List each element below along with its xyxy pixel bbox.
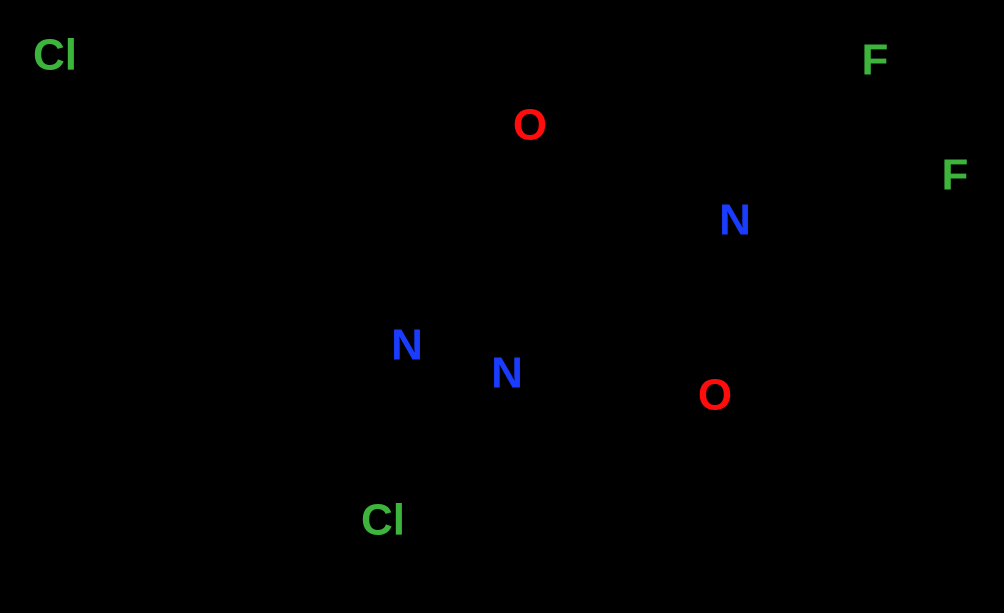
atom-label-n: N	[391, 321, 423, 370]
bond-line	[78, 68, 135, 100]
bond-line	[670, 240, 719, 300]
bond-line	[501, 150, 522, 218]
bond-line	[501, 218, 565, 295]
bond-line	[235, 55, 315, 100]
bond-line	[667, 317, 689, 363]
bond-line	[565, 295, 670, 300]
bond-line	[870, 335, 970, 350]
bond-line	[475, 555, 508, 613]
bond-line	[540, 470, 640, 500]
bond-line	[608, 595, 673, 613]
bond-line	[135, 55, 235, 100]
bond-line	[315, 200, 407, 245]
atom-label-cl: Cl	[361, 496, 405, 545]
bond-line	[761, 224, 840, 235]
atom-label-n: N	[719, 196, 751, 245]
bond-line	[432, 352, 482, 366]
bond-line	[523, 295, 565, 352]
bond-line	[636, 520, 657, 581]
bond-line	[515, 398, 540, 470]
bond-line	[407, 218, 501, 245]
bond-line	[840, 235, 870, 335]
bond-line	[475, 470, 540, 555]
bond-line	[235, 200, 315, 245]
atom-label-n: N	[491, 349, 523, 398]
bond-line	[883, 85, 905, 155]
atom-label-f: F	[942, 151, 969, 200]
atom-label-o: O	[513, 101, 547, 150]
atom-labels-layer: Cl N N O Cl O N F F	[33, 31, 968, 545]
atom-label-f: F	[862, 36, 889, 85]
bond-line	[840, 155, 905, 235]
atom-label-cl: Cl	[33, 31, 77, 80]
molecule-diagram: Cl N N O Cl O N F F	[0, 0, 1004, 613]
atom-label-o: O	[698, 371, 732, 420]
bond-line	[135, 200, 235, 245]
bond-line	[905, 155, 931, 165]
bond-line	[407, 529, 475, 555]
bond-line	[708, 115, 729, 195]
